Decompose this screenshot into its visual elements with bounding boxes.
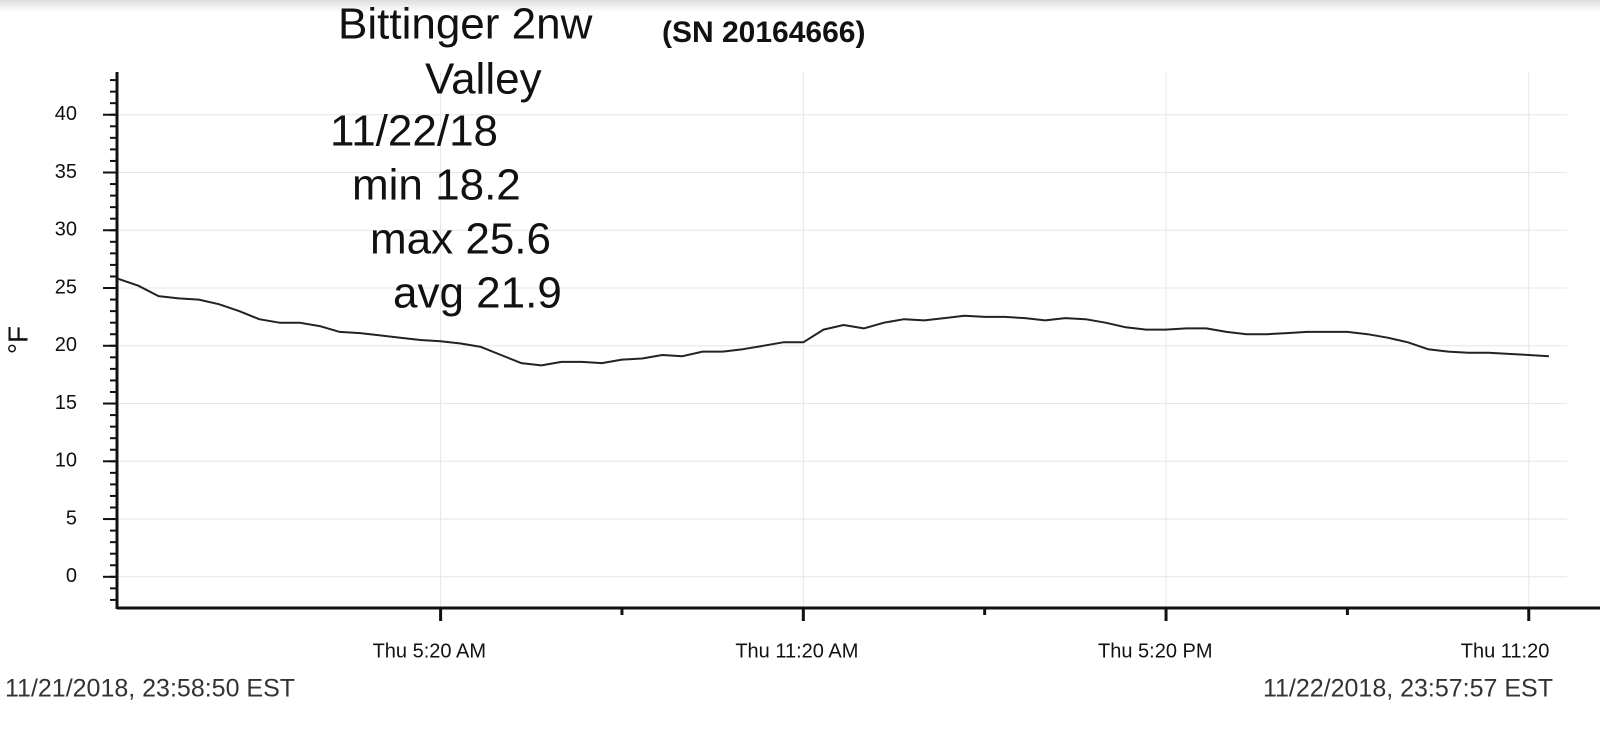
x-tick-label: Thu 11:20 AM (735, 640, 858, 662)
y-tick-label: 5 (66, 507, 77, 529)
y-tick-label: 25 (55, 276, 77, 298)
annotation: avg 21.9 (393, 269, 562, 318)
plot: 0 5 10 15 20 25 30 35 40 Thu 5:20 AM Thu 11:20 AM T… (55, 72, 1600, 662)
annotation: min 18.2 (352, 161, 521, 210)
y-tick-label: 0 (66, 565, 77, 587)
y-tick-label: 35 (55, 161, 77, 183)
serial: (SN 20164666) (662, 16, 865, 49)
chart-title: Bittinger 2nw (338, 0, 593, 49)
x-tick-label: Thu 11:20 (1461, 640, 1550, 662)
annotation: 11/22/18 (330, 107, 498, 156)
line (117, 277, 1549, 367)
start-time: 11/21/2018, 23:58:50 EST (5, 675, 295, 703)
y-axis-label: °F (2, 326, 33, 354)
y-tick-label: 30 (55, 219, 77, 241)
x-tick-label: Thu 5:20 AM (373, 640, 486, 662)
y-tick-label: 15 (55, 392, 77, 414)
end-time: 11/22/2018, 23:57:57 EST (1263, 675, 1553, 703)
top-shadow (0, 0, 1600, 12)
y-tick-label: 40 (55, 103, 77, 125)
annotation: max 25.6 (370, 215, 551, 264)
y-tick-label: 10 (55, 450, 77, 472)
annotation: Valley (425, 55, 542, 104)
x-tick-label: Thu 5:20 PM (1098, 640, 1213, 662)
y-tick-label: 20 (55, 334, 77, 356)
